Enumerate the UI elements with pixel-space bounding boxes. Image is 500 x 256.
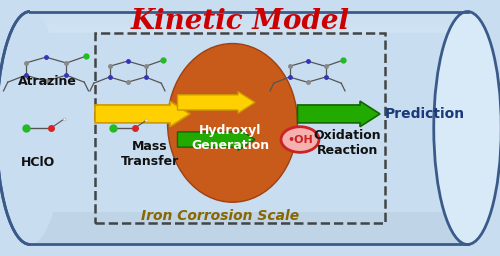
Text: HClO: HClO [20,156,54,169]
FancyBboxPatch shape [30,24,468,26]
Ellipse shape [434,12,500,244]
FancyBboxPatch shape [30,29,468,30]
FancyBboxPatch shape [30,12,468,13]
FancyBboxPatch shape [30,16,468,18]
FancyBboxPatch shape [30,10,468,12]
FancyArrow shape [298,101,380,127]
FancyBboxPatch shape [30,13,468,15]
FancyArrow shape [178,129,255,150]
Text: Mass
Transfer: Mass Transfer [121,140,179,168]
Ellipse shape [281,127,319,152]
FancyBboxPatch shape [30,30,468,32]
Text: •OH: •OH [287,134,313,145]
Ellipse shape [168,44,298,202]
FancyBboxPatch shape [30,15,468,16]
FancyBboxPatch shape [30,27,468,29]
FancyBboxPatch shape [30,21,468,23]
FancyBboxPatch shape [30,19,468,21]
Text: Atrazine: Atrazine [18,76,77,88]
FancyArrow shape [178,92,255,113]
Text: Kinetic Model: Kinetic Model [130,8,350,35]
Text: Oxidation
Reaction: Oxidation Reaction [314,129,382,157]
Bar [95,33,385,223]
FancyBboxPatch shape [30,212,468,243]
FancyBboxPatch shape [30,18,468,19]
FancyArrow shape [95,101,190,127]
FancyBboxPatch shape [30,13,468,243]
Text: Hydroxyl
Generation: Hydroxyl Generation [191,124,269,152]
Text: Iron Corrosion Scale: Iron Corrosion Scale [141,209,299,223]
FancyBboxPatch shape [30,23,468,24]
Text: Prediction: Prediction [385,107,465,121]
FancyBboxPatch shape [30,26,468,27]
Ellipse shape [0,12,64,244]
FancyBboxPatch shape [30,32,468,33]
